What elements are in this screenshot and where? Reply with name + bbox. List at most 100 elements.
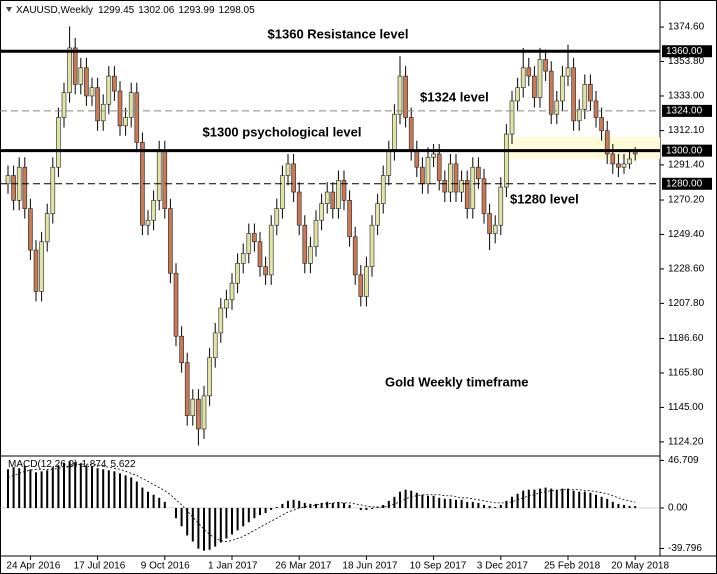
candle-body [128, 92, 134, 118]
candle-body [610, 153, 616, 165]
y-tick-label: 1312.10 [668, 125, 705, 136]
candle-body [268, 224, 274, 276]
candle-body [397, 75, 403, 115]
candle-body [420, 166, 425, 185]
signal-value: 5.622 [111, 459, 136, 470]
candle-body [89, 87, 95, 97]
candle-body [319, 203, 324, 221]
candle-body [548, 70, 554, 115]
low-value: 1293.99 [178, 5, 215, 16]
y-tick-label: 1270.20 [668, 195, 705, 206]
candle-body [201, 395, 207, 430]
candle-body [582, 84, 588, 110]
candle-body [515, 87, 520, 102]
candle-body [100, 103, 106, 122]
candle-body [330, 191, 336, 209]
candle-body [431, 153, 436, 158]
candle-body [375, 203, 380, 226]
x-tick-label: 26 Mar 2017 [275, 561, 332, 572]
candle-body [156, 150, 162, 201]
y-tick-label: 1228.60 [668, 264, 705, 275]
candle-body [392, 113, 397, 151]
candle-body [616, 163, 621, 168]
candle-body [604, 130, 610, 155]
annotation: $1300 psychological level [203, 124, 362, 139]
candle-body [336, 180, 341, 209]
candle-body [117, 90, 123, 127]
candle-body [470, 166, 476, 209]
high-value: 1302.06 [138, 5, 175, 16]
candle-body [364, 266, 369, 297]
y-tick-label: 1374.60 [668, 22, 705, 33]
candle-body [291, 163, 296, 193]
candle-body [224, 299, 229, 309]
signal-line [7, 463, 636, 542]
candle-body [576, 108, 582, 122]
chart-header: XAUUSD,Weekly 1299.45 1302.06 1293.99 1298.0… [16, 5, 255, 16]
candle-body [369, 224, 375, 267]
candle-body [84, 67, 89, 97]
y-tick-label: 1353.80 [668, 56, 705, 67]
candle-body [190, 398, 196, 417]
candle-body [476, 166, 481, 180]
candle-body [380, 175, 386, 204]
annotation: $1360 Resistance level [268, 26, 409, 41]
candle-body [313, 219, 319, 248]
candle-body [481, 178, 487, 214]
macd-tick-label: 0.00 [668, 503, 688, 514]
candle-body [308, 246, 313, 264]
candle-body [50, 166, 56, 214]
candle-body [162, 150, 168, 209]
macd-tick-label: -39.796 [668, 543, 702, 554]
candle-body [67, 47, 72, 93]
candle-body [358, 274, 364, 297]
candle-body [274, 208, 280, 226]
x-tick-label: 24 Apr 2016 [6, 561, 60, 572]
candle-body [302, 224, 308, 264]
candle-body [403, 75, 408, 118]
y-tick-label: 1207.80 [668, 298, 705, 309]
candle-body [324, 191, 330, 204]
candle-body [341, 180, 347, 201]
candle-body [408, 117, 414, 151]
candle-body [212, 332, 218, 359]
level-label-bg [662, 144, 712, 157]
candle-body [526, 67, 532, 77]
candle-body [151, 200, 156, 221]
candle-body [145, 219, 151, 226]
candle-body [627, 158, 632, 165]
candle-body [599, 117, 604, 132]
candle-body [61, 92, 67, 118]
candle-body [588, 84, 593, 102]
x-tick-label: 25 Feb 2018 [544, 561, 601, 572]
y-tick-label: 1165.80 [668, 368, 704, 379]
candle-body [442, 180, 448, 193]
candle-body [184, 362, 190, 417]
candle-body [173, 272, 179, 337]
candle-body [28, 208, 33, 251]
candle-body [229, 282, 235, 301]
candle-body [168, 208, 173, 274]
candle-body [386, 150, 392, 176]
y-tick-label: 1249.40 [668, 229, 705, 240]
x-tick-label: 18 Jun 2017 [342, 561, 397, 572]
candle-body [285, 163, 291, 176]
candle-body [112, 75, 117, 92]
y-tick-label: 1291.40 [668, 160, 705, 171]
candle-body [22, 166, 28, 209]
candle-body [252, 233, 257, 243]
candle-body [106, 75, 112, 105]
candle-body [296, 191, 302, 226]
candle-body [5, 175, 11, 185]
macd-header: MACD(12,26,9) 1.874 5.622 [8, 459, 136, 470]
candle-body [425, 156, 431, 185]
candle-body [39, 241, 44, 292]
candle-body [571, 67, 576, 122]
candle-body [414, 150, 420, 168]
x-tick-label: 20 May 2018 [611, 561, 669, 572]
level-label-bg [662, 45, 712, 58]
candle-body [179, 335, 184, 364]
candle-body [56, 117, 61, 168]
level-label-bg [662, 177, 712, 190]
